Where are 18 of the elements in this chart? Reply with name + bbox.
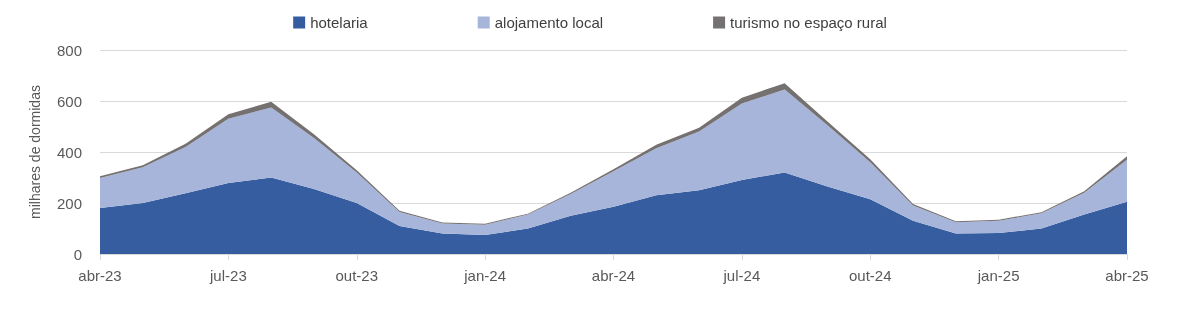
x-tick-label: jul-23 (209, 267, 247, 284)
legend-label: turismo no espaço rural (730, 14, 887, 31)
x-tick-label: jul-24 (722, 267, 761, 284)
x-tick-label: jan-24 (463, 267, 506, 284)
x-tick-label: abr-25 (1105, 267, 1149, 284)
y-tick-label: 600 (56, 92, 82, 110)
legend-label: alojamento local (494, 14, 604, 31)
x-tick-label: abr-23 (78, 267, 122, 284)
y-tick-label: 400 (56, 143, 82, 161)
x-tick-label: out-23 (335, 267, 379, 284)
y-tick-label: 0 (73, 245, 82, 263)
y-tick-label: 800 (56, 41, 82, 59)
x-tick-label: abr-24 (591, 267, 636, 284)
x-tick-label: jan-25 (976, 267, 1020, 284)
legend-label: hotelaria (310, 14, 369, 31)
x-tick-label: out-24 (848, 267, 892, 284)
y-axis-title: milhares de dormidas (27, 85, 43, 219)
y-tick-label: 200 (56, 194, 82, 212)
